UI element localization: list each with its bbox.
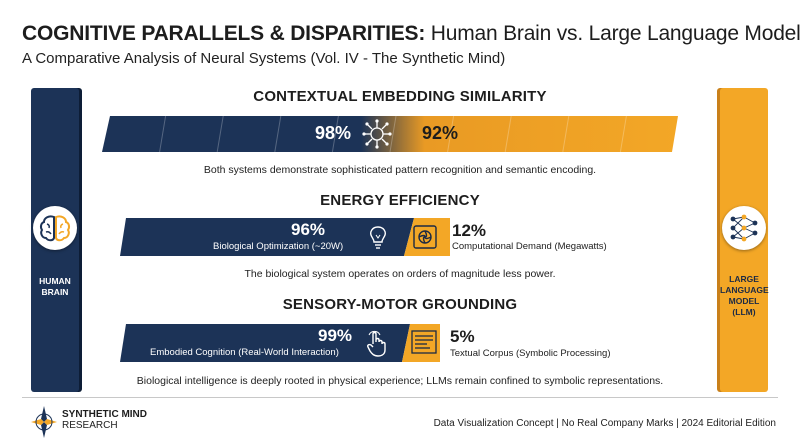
human-brain-panel: HUMAN BRAIN [31,88,79,392]
section-title-energy: ENERGY EFFICIENCY [320,192,480,209]
bar-segment-divider [216,115,224,153]
energy-human-label: Biological Optimization (~20W) [213,241,344,252]
section-title-embedding: CONTEXTUAL EMBEDDING SIMILARITY [253,88,547,105]
grounding-llm-label: Textual Corpus (Symbolic Processing) [450,348,611,359]
page-title: COGNITIVE PARALLELS & DISPARITIES: Human… [22,22,800,46]
title-rest: Human Brain vs. Large Language Model [425,22,800,45]
caption-grounding: Biological intelligence is deeply rooted… [136,375,664,387]
footer-note: Data Visualization Concept | No Real Com… [433,418,776,429]
energy-efficiency-bar: 96% Biological Optimization (~20W) [120,217,450,257]
server-fan-icon [413,225,437,249]
bar-segment-divider [504,115,512,153]
bar-segment-divider [331,115,339,153]
bar-segment-divider [274,115,282,153]
title-strong: COGNITIVE PARALLELS & DISPARITIES: [22,22,426,45]
grounding-bar: 99% Embodied Cognition (Real-World Inter… [120,323,440,363]
footer-divider [22,397,778,398]
caption-embedding: Both systems demonstrate sophisticated p… [203,164,597,176]
grounding-llm-value: 5% [450,327,475,346]
section-title-grounding: SENSORY-MOTOR GROUNDING [282,296,518,313]
llm-panel: LARGE LANGUAGE MODEL (LLM) [720,88,769,392]
grounding-bar-graphic [120,324,440,362]
caption-energy: The biological system operates on orders… [244,268,556,280]
energy-bar-graphic [120,218,450,256]
energy-llm-label: Computational Demand (Megawatts) [452,241,607,252]
brand-subtitle: RESEARCH [62,420,118,431]
energy-human-value: 96% [291,220,326,239]
bar-segment-divider [389,115,397,153]
embedding-human-value: 98% [315,123,352,143]
brain-icon [33,206,77,250]
compass-logo-icon [30,405,58,444]
embedding-similarity-bar: 98% 92% [102,114,678,154]
document-icon [411,330,437,354]
neural-network-icon [722,206,766,250]
brand-title: SYNTHETIC MIND [62,409,147,420]
human-brain-label: HUMAN BRAIN [39,276,71,297]
brand-name: SYNTHETIC MIND RESEARCH [62,409,147,431]
bar-segment-divider [447,115,455,153]
llm-label: LARGE LANGUAGE MODEL (LLM) [720,274,769,317]
energy-llm-value: 12% [452,221,487,240]
page-subtitle: A Comparative Analysis of Neural Systems… [22,50,506,67]
bar-segment-divider [159,115,167,153]
grounding-human-label: Embodied Cognition (Real-World Interacti… [150,347,339,358]
embedding-llm-value: 92% [422,123,459,143]
grounding-human-value: 99% [318,326,353,345]
bar-segment-divider [619,115,627,153]
bar-segment-divider [562,115,570,153]
